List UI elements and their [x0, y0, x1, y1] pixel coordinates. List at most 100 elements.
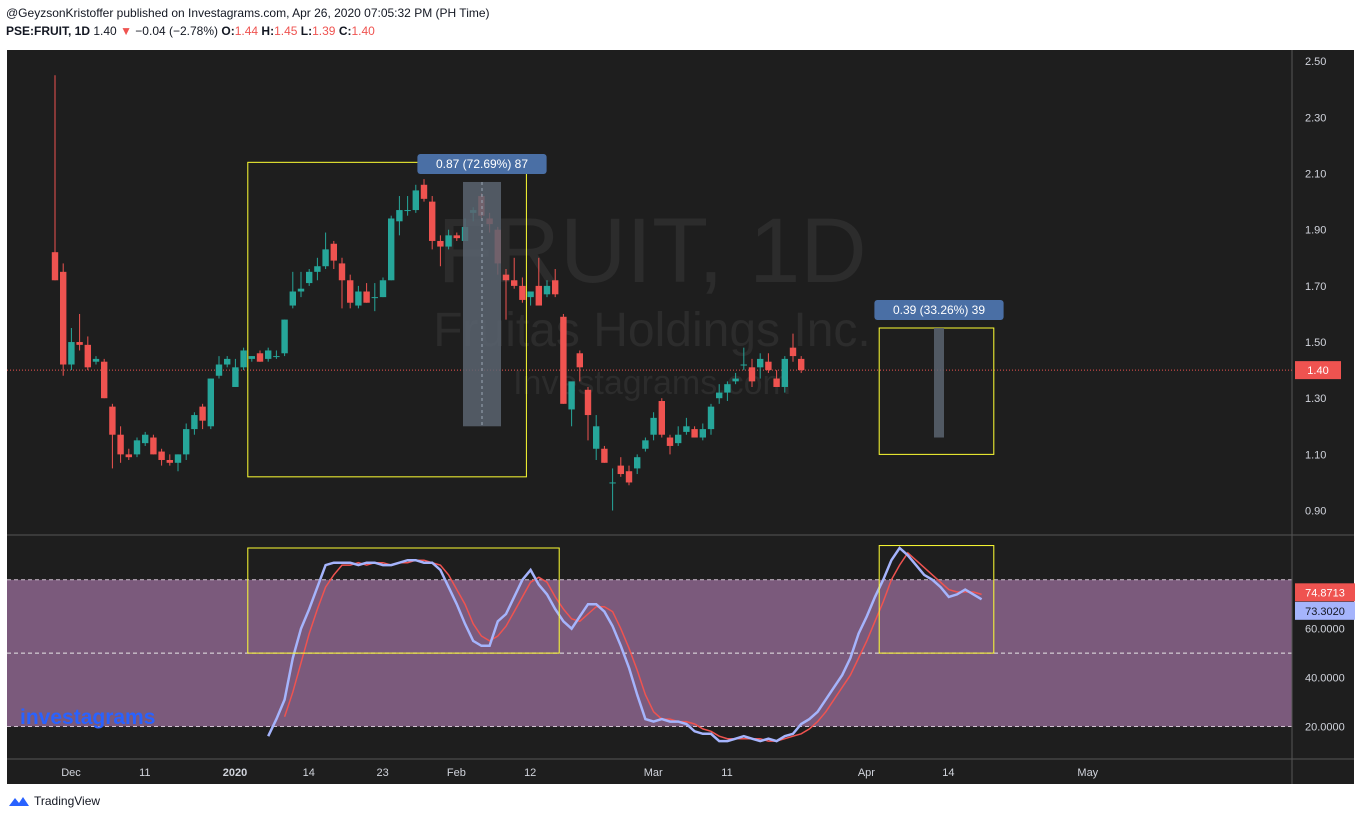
candle-body	[543, 285, 551, 295]
candle	[740, 347, 747, 371]
candle	[232, 358, 239, 387]
candle	[732, 372, 739, 385]
candle	[388, 215, 395, 281]
axes-layer: 2.50 2.30 2.10 1.90 1.70 1.50 1.30 1.10 0.90 1.40…	[61, 56, 1355, 779]
candle-body	[535, 285, 542, 306]
candle-body	[527, 291, 534, 298]
candle	[183, 423, 190, 460]
candle	[191, 412, 198, 435]
candle	[658, 398, 665, 438]
osc-highlight-box	[878, 545, 995, 654]
candle	[453, 232, 460, 241]
candle	[68, 328, 75, 371]
candle	[347, 274, 354, 309]
grid-lines	[7, 50, 1354, 784]
candle-body	[109, 406, 116, 435]
candle	[798, 356, 805, 373]
watermark-symbol: FRUIT, 1D	[437, 200, 866, 302]
candle-body	[650, 417, 657, 435]
candle	[133, 437, 141, 458]
time-tick-label: Mar	[644, 767, 663, 779]
candle-body	[355, 291, 362, 306]
candle-body	[412, 190, 419, 211]
candle-body	[437, 240, 444, 247]
candle-body	[798, 358, 805, 371]
candle	[781, 356, 788, 393]
candle	[396, 196, 403, 236]
measure-label-box	[874, 300, 1004, 321]
candle-body	[51, 252, 59, 281]
candle-body	[781, 358, 788, 387]
osc-tick-label: 20.0000	[1305, 721, 1345, 733]
price-tick-label: 1.90	[1305, 225, 1326, 237]
candle-body	[666, 437, 674, 446]
candle-body	[117, 434, 124, 455]
candle-body	[281, 319, 288, 354]
candle	[273, 350, 280, 359]
candle	[224, 356, 231, 368]
tradingview-footer[interactable]: TradingView	[8, 794, 100, 808]
candle-body	[502, 274, 510, 281]
candle	[281, 319, 288, 357]
candle	[584, 386, 592, 441]
candle	[289, 271, 296, 309]
candle-body	[232, 367, 239, 387]
candle-body	[396, 210, 403, 222]
candle-body	[740, 364, 747, 366]
stoch-k-line	[267, 546, 983, 743]
candle	[101, 358, 108, 399]
low-value: 1.39	[312, 24, 336, 38]
osc-highlight-box	[247, 547, 560, 654]
candle-body	[76, 342, 83, 345]
candle-body	[658, 401, 665, 435]
candle	[691, 426, 698, 438]
candle-body	[601, 448, 608, 463]
osc-tick-label: 40.0000	[1305, 673, 1345, 685]
candle	[166, 454, 173, 466]
candle	[338, 257, 346, 309]
candle-body	[174, 454, 182, 463]
candle	[420, 179, 428, 202]
candle-body	[748, 367, 756, 382]
candle	[716, 384, 723, 404]
candle	[634, 454, 641, 475]
tradingview-cloud-icon	[9, 797, 29, 806]
candle	[552, 269, 559, 298]
candle	[142, 431, 149, 446]
candle	[748, 358, 756, 387]
candle-body	[199, 406, 206, 421]
candle-body	[379, 280, 387, 298]
time-tick-label: Dec	[61, 767, 81, 779]
candle-body	[265, 350, 272, 359]
time-tick-label: 12	[524, 767, 536, 779]
candles-layer[interactable]	[51, 75, 805, 511]
high-value: 1.45	[274, 24, 298, 38]
candle-body	[363, 291, 370, 303]
candle-body	[92, 358, 100, 362]
time-tick-label: 23	[376, 767, 388, 779]
candle	[642, 437, 649, 452]
candle	[789, 333, 797, 362]
price-tick-label: 2.50	[1305, 56, 1326, 68]
candle	[363, 283, 370, 303]
candle	[174, 454, 182, 472]
candle-body	[371, 297, 378, 299]
candle-body	[207, 378, 214, 427]
candle-body	[289, 291, 296, 306]
candle-body	[617, 465, 624, 475]
candle-body	[314, 266, 321, 272]
candle	[355, 285, 362, 309]
candle-body	[158, 451, 165, 460]
candle	[371, 283, 378, 312]
time-tick-label: May	[1077, 767, 1098, 779]
price-tick-label: 1.10	[1305, 449, 1326, 461]
candle-body	[634, 457, 641, 469]
candle-body	[552, 280, 559, 295]
candle-body	[306, 271, 313, 284]
annotations-layer: 0.87 (72.69%) 87 0.39 (33.26%) 39	[247, 153, 1004, 478]
time-tick-label: 11	[721, 767, 732, 779]
candle	[519, 277, 526, 303]
price-tick-label: 1.30	[1305, 393, 1326, 405]
candle-body	[584, 389, 592, 416]
